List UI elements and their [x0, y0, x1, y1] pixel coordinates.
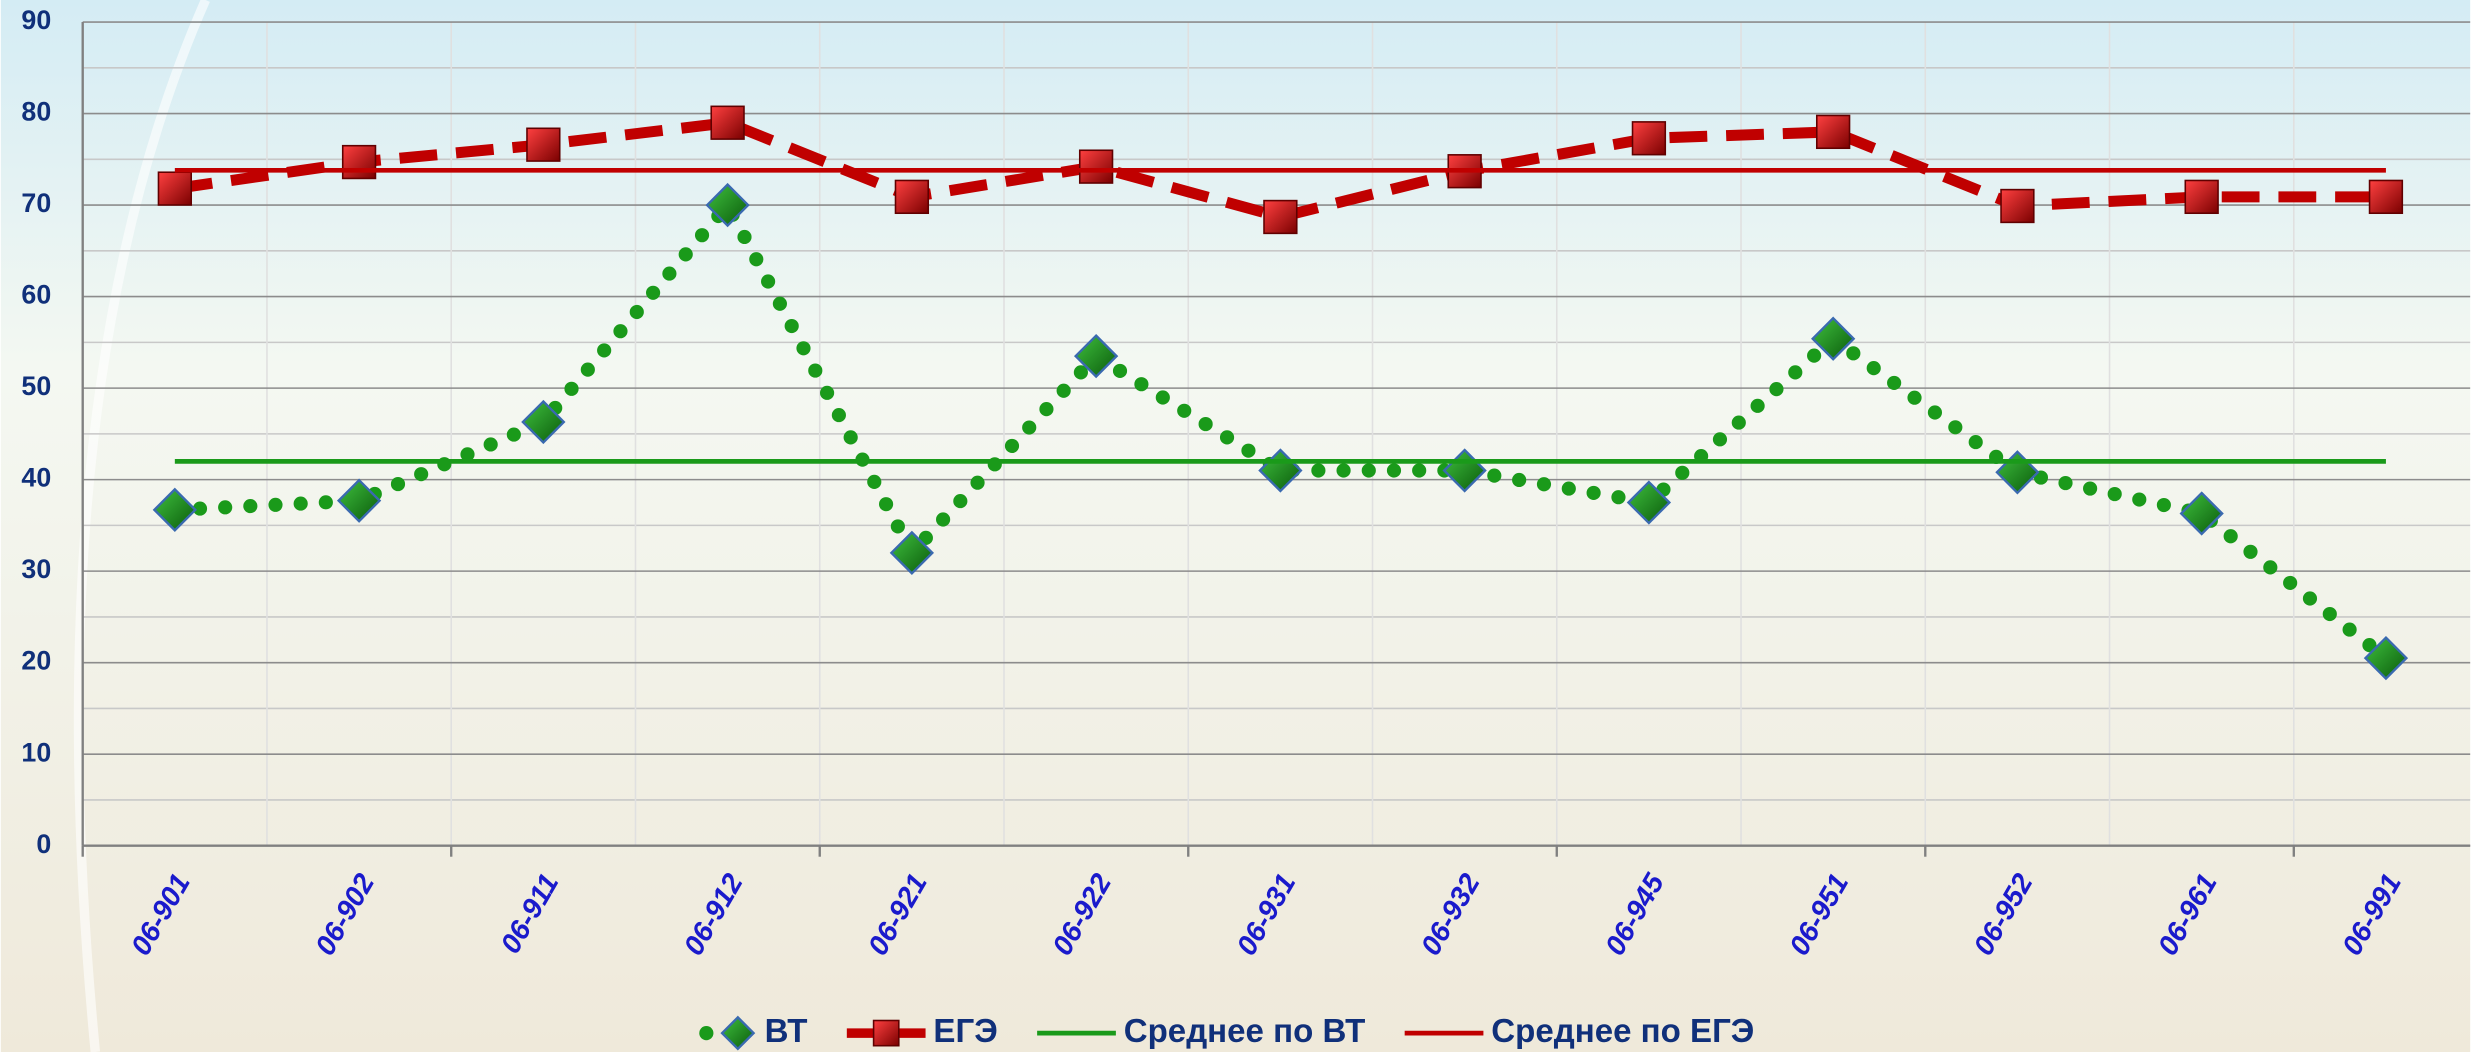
square-marker	[157, 171, 193, 206]
square-marker	[872, 1019, 900, 1047]
square-marker	[1631, 121, 1667, 156]
square-marker	[1078, 149, 1114, 184]
square-marker	[526, 127, 561, 162]
legend-label: ВТ	[765, 1013, 808, 1050]
diamond-marker	[1626, 480, 1672, 525]
y-tick-label: 90	[21, 5, 51, 35]
diamond-marker	[889, 530, 935, 575]
square-marker	[710, 105, 745, 140]
y-tick-label: 60	[21, 280, 51, 310]
y-tick-label: 70	[21, 188, 51, 218]
diamond-marker	[2179, 491, 2224, 536]
y-tick-label: 0	[36, 829, 51, 859]
diamond-marker	[336, 478, 382, 523]
square-marker	[2184, 179, 2219, 215]
diamond-marker	[1073, 333, 1119, 379]
square-marker	[341, 144, 377, 180]
legend-label: Среднее по ЕГЭ	[1491, 1013, 1754, 1050]
diamond-marker	[152, 487, 197, 532]
diamond-marker	[1811, 316, 1856, 361]
square-marker	[894, 179, 930, 215]
y-tick-label: 80	[21, 97, 51, 127]
y-tick-label: 20	[21, 646, 51, 676]
legend-label: ЕГЭ	[933, 1013, 997, 1050]
y-tick-label: 50	[21, 371, 51, 401]
diamond-marker	[720, 1015, 756, 1051]
y-tick-label: 10	[21, 737, 51, 767]
diamond-marker	[2363, 635, 2409, 681]
decoration	[73, 0, 210, 1052]
square-marker	[1263, 199, 1298, 235]
y-tick-label: 30	[21, 554, 51, 584]
square-marker	[1815, 114, 1851, 150]
legend-label: Среднее по ВТ	[1124, 1013, 1366, 1050]
diamond-marker	[705, 182, 750, 228]
square-marker	[2000, 188, 2035, 224]
square-marker	[2368, 179, 2404, 215]
y-tick-label: 40	[21, 463, 51, 493]
diamond-marker	[521, 399, 566, 445]
legend-symbol	[699, 1026, 714, 1041]
